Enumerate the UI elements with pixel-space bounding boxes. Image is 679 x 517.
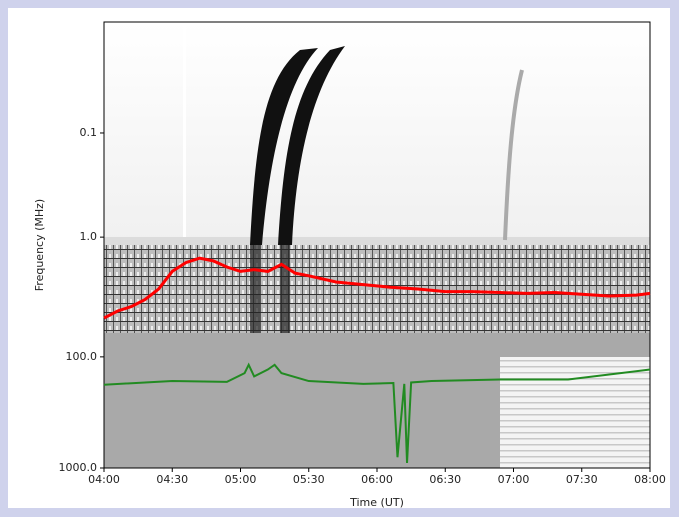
panel-middle: [104, 245, 650, 333]
spectrum: [500, 357, 650, 468]
y-tick-label: 1.0: [80, 230, 98, 243]
burst: [280, 245, 290, 333]
x-tick-label: 08:00: [634, 473, 666, 486]
x-tick-label: 04:00: [88, 473, 120, 486]
panel-top: [104, 22, 650, 245]
series-line: [103, 362, 651, 463]
x-tick-label: 05:00: [225, 473, 257, 486]
y-axis-label: Frequency (MHz): [33, 199, 46, 291]
burst: [278, 46, 345, 245]
y-tick-label: 100.0: [66, 350, 98, 363]
x-tick-label: 07:00: [498, 473, 530, 486]
artifact: [183, 22, 186, 237]
x-tick-label: 05:30: [293, 473, 325, 486]
x-tick-label: 07:30: [566, 473, 598, 486]
x-tick-label: 06:30: [429, 473, 461, 486]
band: [104, 237, 650, 245]
burst: [250, 48, 318, 245]
burst: [503, 69, 524, 241]
y-tick-label: 1000.0: [59, 461, 98, 474]
x-tick-label: 06:00: [361, 473, 393, 486]
y-tick-label: 0.1: [80, 126, 98, 139]
x-tick-label: 04:30: [156, 473, 188, 486]
burst: [250, 245, 260, 333]
x-axis-label: Time (UT): [349, 496, 404, 509]
series-line: [103, 256, 651, 320]
